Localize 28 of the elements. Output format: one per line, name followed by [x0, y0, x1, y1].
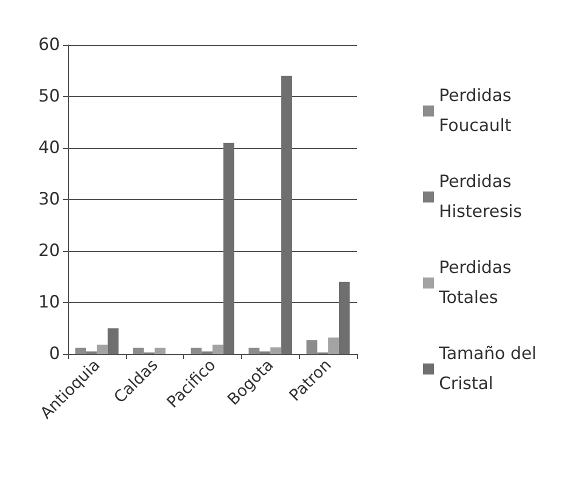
bar	[190, 348, 202, 354]
bar	[133, 348, 144, 354]
bar	[75, 348, 86, 354]
bar	[248, 348, 260, 354]
bar	[306, 340, 318, 354]
y-tick-label: 40	[38, 138, 60, 158]
bar	[259, 351, 270, 354]
bar	[212, 344, 224, 354]
bar	[108, 328, 119, 354]
bar	[328, 338, 339, 354]
bar	[86, 351, 97, 354]
y-tick-label: 50	[38, 86, 60, 106]
bar	[281, 76, 292, 354]
bar	[270, 347, 282, 354]
y-tick-label: 30	[38, 190, 60, 210]
bar	[223, 142, 234, 354]
bar	[338, 282, 350, 354]
legend-label: Tamaño del Cristal	[438, 344, 542, 394]
y-tick-label: 0	[49, 344, 60, 364]
bar	[202, 351, 212, 354]
legend-label: Perdidas Histeresis	[439, 172, 522, 222]
y-tick-label: 60	[38, 35, 60, 55]
bar	[96, 344, 108, 354]
legend-label: Perdidas Totales	[438, 258, 517, 308]
bar	[154, 348, 166, 354]
y-tick-label: 20	[38, 241, 60, 261]
legend-label: Perdidas Foucault	[439, 86, 517, 136]
y-tick-label: 10	[38, 292, 60, 312]
